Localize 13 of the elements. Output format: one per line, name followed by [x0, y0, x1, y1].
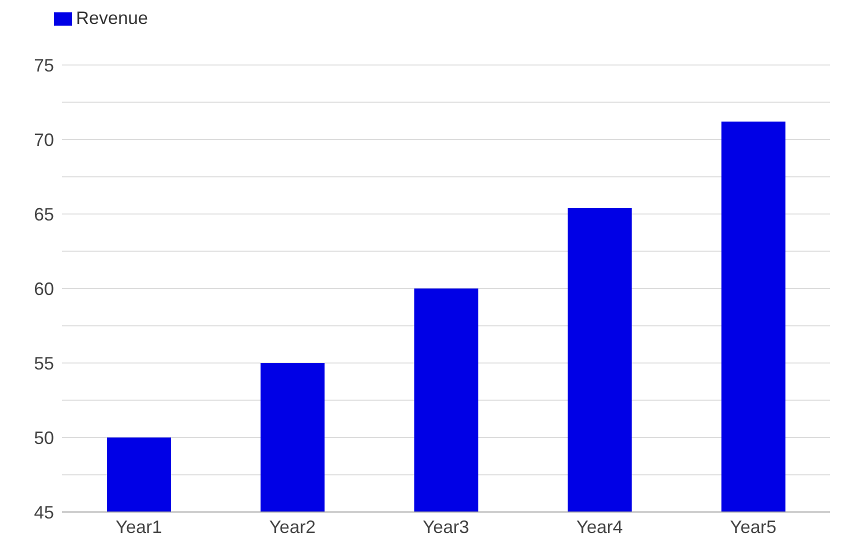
y-tick-label: 60 — [34, 278, 54, 299]
y-tick-label: 70 — [34, 130, 54, 150]
x-tick-label: Year5 — [730, 516, 776, 537]
x-tick-label: Year4 — [576, 516, 623, 537]
y-tick-label: 45 — [34, 502, 54, 522]
x-tick-label: Year2 — [269, 516, 316, 537]
y-tick-label: 65 — [34, 204, 54, 224]
x-tick-label: Year1 — [116, 516, 162, 537]
y-tick-label: 75 — [34, 55, 54, 76]
x-tick-label: Year3 — [422, 516, 470, 537]
legend-label: Revenue — [76, 8, 148, 28]
y-tick-label: 50 — [34, 428, 54, 448]
y-tick-label: 55 — [34, 353, 54, 374]
